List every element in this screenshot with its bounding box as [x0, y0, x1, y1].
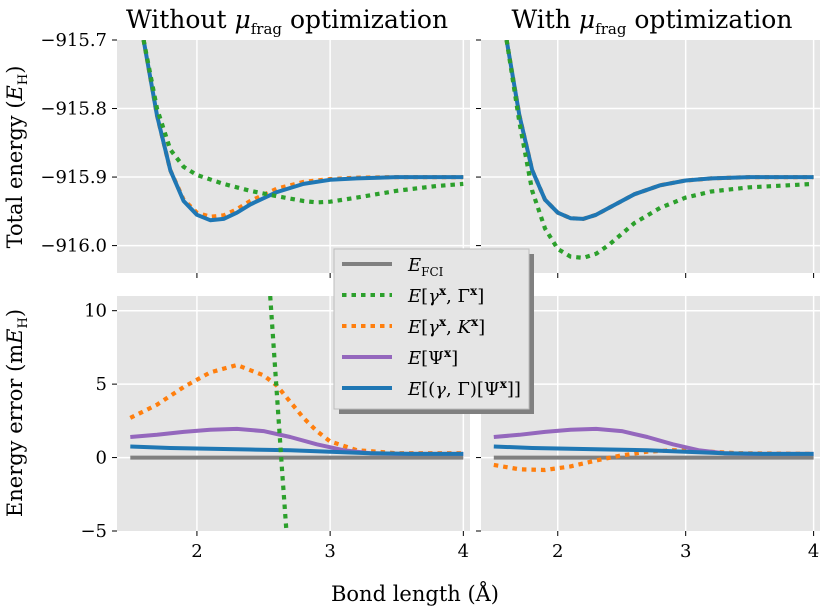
- y-label-top: Total energy (EH): [3, 66, 31, 249]
- y-label-bottom: Energy error (mEH): [3, 309, 31, 517]
- y-tick-label: −915.8: [40, 99, 107, 120]
- y-tick-label: −916.0: [40, 236, 107, 257]
- y-tick-label: −915.7: [40, 30, 107, 51]
- panel-bottom-right: 2 3 4: [476, 296, 820, 562]
- x-tick-label: 4: [808, 541, 819, 562]
- legend-box: [333, 248, 530, 410]
- panel-background: [117, 40, 470, 273]
- legend-label-fci: EFCI: [407, 255, 444, 279]
- title-left: Without μfrag optimization: [126, 5, 448, 38]
- y-tick-label: −5: [80, 521, 107, 542]
- series-gammaGamma_psi: [504, 40, 814, 221]
- title-right: With μfrag optimization: [512, 5, 793, 38]
- x-label: Bond length (Å): [331, 581, 499, 606]
- legend-label-gamma-Gamma: E[γx, Γx]: [407, 284, 484, 307]
- panel-top-left: −915.7 −915.8 −915.9 −916.0: [40, 30, 470, 278]
- series-gammaGamma_psi: [493, 444, 814, 456]
- series-gammaGamma_psi: [130, 444, 464, 456]
- series-gamma_K: [129, 362, 464, 456]
- legend-label-gammaGamma-psi: E[(γ, Γ)[Ψx]]: [407, 377, 521, 400]
- series-gamma_Gamma: [268, 296, 289, 529]
- legend-label-psi: E[Ψx]: [407, 346, 458, 369]
- legend: EFCI E[γx, Γx] E[γx, Kx] E[Ψx] E[(γ, Γ)[…: [333, 248, 534, 414]
- series-gamma_Gamma: [504, 40, 814, 260]
- x-tick-label: 2: [191, 541, 202, 562]
- y-tick-label: 0: [96, 448, 107, 469]
- y-tick-label: 10: [84, 301, 107, 322]
- x-tick-label: 2: [552, 541, 563, 562]
- y-tick-label: 5: [96, 374, 107, 395]
- x-tick-label: 3: [680, 541, 691, 562]
- y-tick-label: −915.9: [40, 167, 107, 188]
- panel-background: [481, 40, 820, 273]
- x-tick-label: 3: [324, 541, 335, 562]
- series-gammaGamma_psi: [141, 40, 464, 223]
- panel-background: [481, 296, 820, 531]
- panel-top-right: [476, 39, 820, 278]
- legend-label-gamma-K: E[γx, Kx]: [407, 315, 485, 338]
- x-tick-label: 4: [458, 541, 469, 562]
